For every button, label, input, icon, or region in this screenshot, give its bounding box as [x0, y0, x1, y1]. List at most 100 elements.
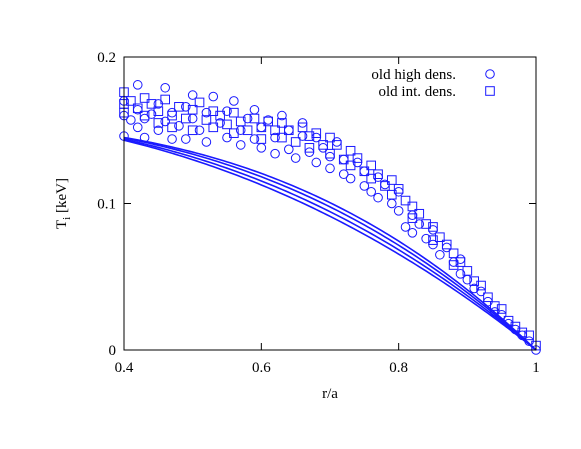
data-point-square: [503, 315, 514, 326]
legend: old high dens. old int. dens.: [371, 67, 495, 100]
data-point-circle: [139, 132, 150, 143]
legend-marker-circle: [485, 69, 495, 79]
data-point-square: [510, 321, 521, 332]
data-point-circle: [366, 186, 377, 197]
data-point-square: [524, 330, 534, 341]
data-point-square: [194, 97, 205, 108]
data-point-square: [373, 169, 383, 179]
data-point-circle: [126, 115, 136, 125]
data-point-square: [400, 195, 411, 206]
data-point-square: [208, 122, 219, 133]
y-tick-label: 0.1: [97, 197, 116, 213]
data-point-circle: [270, 132, 280, 143]
data-point-circle: [208, 91, 219, 102]
data-point-square: [428, 222, 438, 232]
fit-curve: [123, 138, 537, 351]
fit-curve: [123, 136, 537, 351]
data-point-square: [229, 128, 239, 138]
data-point-square: [332, 140, 342, 150]
x-tick-label: 0.8: [389, 360, 408, 376]
data-point-square: [284, 125, 294, 136]
x-tick-label: 0.4: [115, 360, 134, 376]
data-point-circle: [290, 153, 301, 163]
data-point-square: [126, 96, 136, 106]
data-point-square: [242, 125, 253, 136]
data-point-square: [139, 110, 150, 121]
data-point-square: [304, 131, 315, 141]
data-point-circle: [311, 157, 322, 168]
data-point-square: [256, 122, 267, 133]
data-point-circle: [359, 181, 370, 191]
y-axis-label-subscript: i: [61, 217, 73, 220]
legend-marker-square: [485, 86, 495, 96]
data-point-circle: [249, 104, 260, 115]
data-point-square: [304, 143, 315, 153]
data-point-square: [139, 93, 150, 103]
data-point-square: [462, 266, 473, 276]
data-point-circle: [490, 307, 500, 317]
data-point-circle: [325, 163, 335, 174]
data-point-circle: [435, 249, 445, 260]
data-point-circle: [201, 137, 212, 147]
data-point-square: [174, 102, 184, 112]
data-point-square: [187, 104, 198, 115]
data-point-square: [448, 248, 459, 259]
data-point-square: [290, 137, 301, 147]
data-point-square: [345, 145, 356, 156]
data-point-square: [146, 99, 157, 109]
data-point-circle: [373, 192, 383, 203]
data-point-circle: [400, 222, 411, 232]
data-point-circle: [187, 90, 198, 100]
data-point-square: [187, 125, 198, 136]
data-point-square: [325, 132, 335, 143]
data-point-square: [167, 122, 177, 133]
data-point-circle: [201, 107, 212, 118]
fit-curves: [123, 136, 537, 351]
data-point-circle: [181, 102, 191, 112]
data-point-circle: [476, 286, 486, 297]
data-point-square: [407, 201, 418, 212]
data-point-square: [229, 107, 239, 118]
data-point-square: [387, 175, 397, 185]
data-point-square: [201, 115, 212, 125]
data-point-square: [455, 257, 466, 267]
data-point-square: [421, 219, 431, 229]
data-point-square: [167, 110, 177, 121]
data-point-square: [338, 154, 349, 165]
data-point-square: [387, 189, 397, 200]
data-point-square: [318, 140, 328, 150]
data-point-circle: [242, 113, 253, 124]
y-tick-label: 0: [109, 343, 117, 359]
data-point-square: [476, 280, 486, 291]
data-point-square: [490, 301, 500, 311]
data-point-square: [345, 160, 356, 171]
data-point-circle: [469, 283, 480, 294]
data-point-square: [359, 166, 370, 177]
x-tick-label: 1: [532, 360, 540, 376]
data-point-circle: [284, 144, 294, 155]
data-point-circle: [249, 134, 260, 144]
axis-ticks: 0.4 0.6 0.8 1 0 0.1 0.2: [97, 50, 540, 376]
data-point-square: [441, 239, 452, 250]
data-point-square: [132, 103, 143, 114]
data-point-square: [181, 113, 191, 124]
data-point-circle: [181, 134, 191, 144]
data-point-circle: [270, 148, 280, 159]
data-point-circle: [387, 198, 397, 209]
x-tick-label: 0.6: [252, 360, 271, 376]
data-point-circle: [167, 134, 177, 144]
x-axis-label: r/a: [322, 386, 338, 402]
data-point-square: [249, 113, 260, 124]
data-point-square: [297, 122, 308, 133]
data-point-circle: [174, 121, 184, 131]
data-point-circle: [194, 125, 205, 136]
data-point-square: [448, 260, 459, 270]
data-point-circle: [345, 173, 356, 184]
data-point-circle: [421, 233, 431, 244]
data-point-circle: [229, 96, 239, 106]
data-point-circle: [132, 80, 143, 90]
data-point-circle: [393, 206, 404, 216]
data-point-square: [277, 118, 287, 128]
data-point-square: [393, 184, 404, 194]
